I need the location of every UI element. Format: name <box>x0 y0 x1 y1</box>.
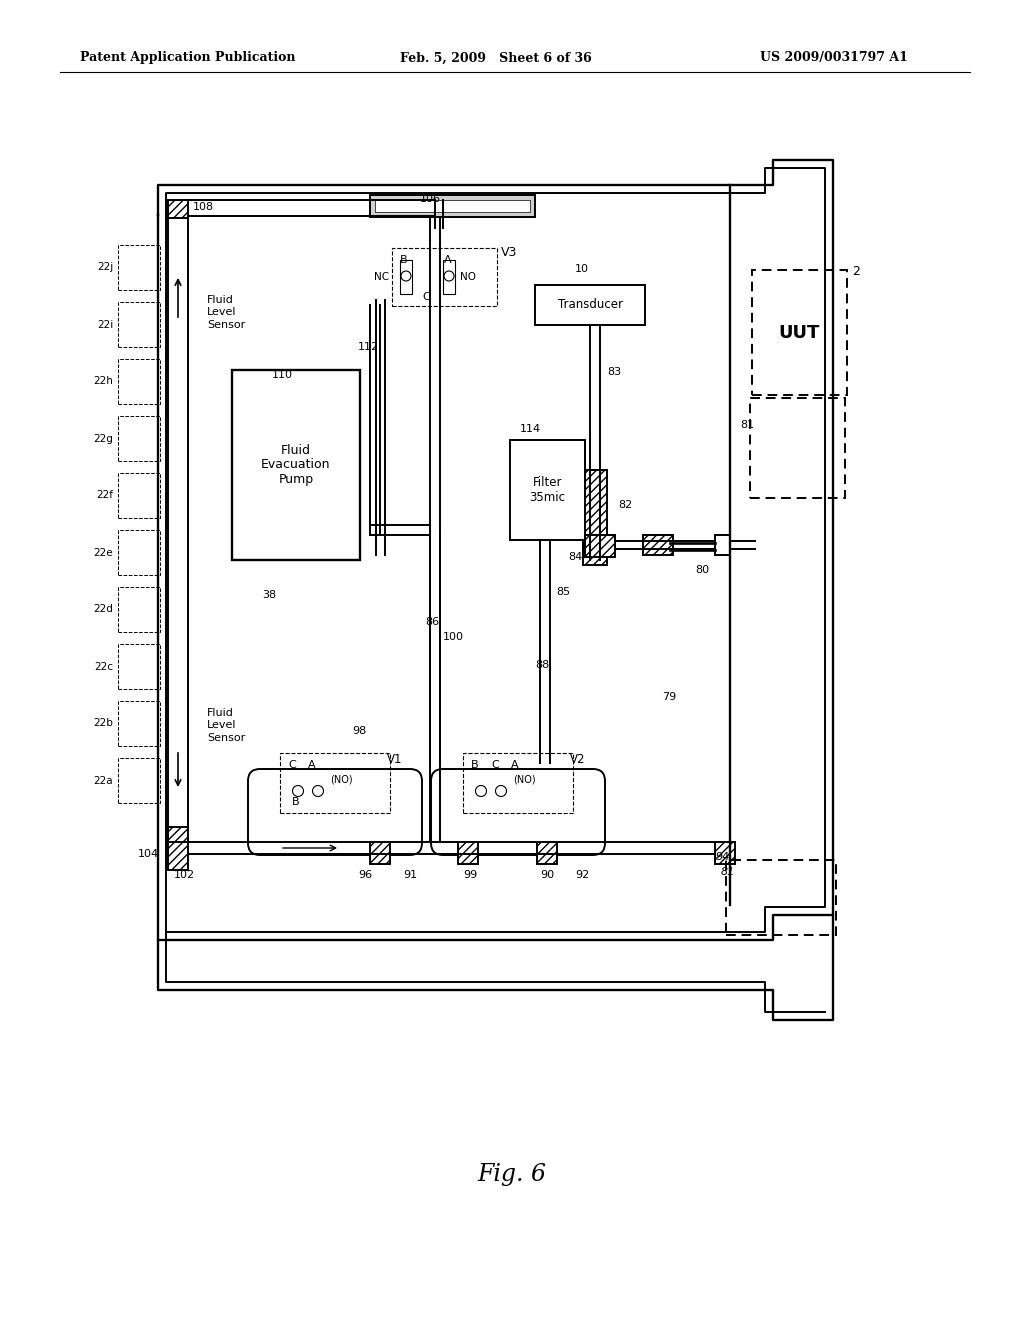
Text: 80: 80 <box>695 565 710 576</box>
Text: (NO): (NO) <box>513 775 536 785</box>
Bar <box>118 473 160 517</box>
Bar <box>750 399 845 498</box>
Bar <box>118 644 160 689</box>
Bar <box>370 842 390 865</box>
Text: 90: 90 <box>540 870 554 880</box>
Bar <box>118 701 160 746</box>
Text: Fluid
Level
Sensor: Fluid Level Sensor <box>207 708 246 743</box>
Text: 92: 92 <box>575 870 589 880</box>
Text: V2: V2 <box>570 752 586 766</box>
Text: 108: 108 <box>193 202 214 213</box>
Bar <box>118 359 160 404</box>
Text: 106: 106 <box>420 194 441 205</box>
Bar <box>715 842 735 865</box>
Text: B: B <box>292 797 300 807</box>
Text: A: A <box>308 760 315 770</box>
Text: 81: 81 <box>721 867 735 876</box>
Bar <box>118 246 160 290</box>
Text: Filter
35mic: Filter 35mic <box>529 477 565 504</box>
Text: UUT: UUT <box>779 323 820 342</box>
Text: A: A <box>511 760 518 770</box>
Bar <box>232 370 360 560</box>
Bar <box>370 195 535 216</box>
Bar <box>726 861 836 935</box>
Text: 99: 99 <box>463 870 477 880</box>
Text: 91: 91 <box>403 870 417 880</box>
Text: 22d: 22d <box>93 605 113 615</box>
Text: 22g: 22g <box>93 433 113 444</box>
Text: Transducer: Transducer <box>557 298 623 312</box>
Text: 114: 114 <box>520 424 541 434</box>
Text: 79: 79 <box>662 692 676 702</box>
Text: B: B <box>471 760 478 770</box>
Text: NO: NO <box>460 272 476 282</box>
Text: 112: 112 <box>358 342 379 352</box>
Text: 38: 38 <box>262 590 276 601</box>
Bar <box>463 752 573 813</box>
Text: (NO): (NO) <box>330 775 352 785</box>
Text: 85: 85 <box>556 587 570 597</box>
Text: 104: 104 <box>138 849 159 859</box>
Text: 88: 88 <box>535 660 549 671</box>
Bar <box>118 416 160 461</box>
Bar <box>643 535 673 554</box>
Bar <box>168 201 188 218</box>
Bar <box>280 752 390 813</box>
Bar <box>168 842 188 870</box>
Text: 22b: 22b <box>93 718 113 729</box>
Text: V1: V1 <box>387 752 402 766</box>
Text: A: A <box>444 255 452 265</box>
Text: 96: 96 <box>358 870 372 880</box>
Text: 22f: 22f <box>96 491 113 500</box>
Text: 84: 84 <box>568 552 583 562</box>
Bar <box>400 260 412 294</box>
Text: 22h: 22h <box>93 376 113 387</box>
Bar <box>752 271 847 395</box>
Text: Fluid
Evacuation
Pump: Fluid Evacuation Pump <box>261 444 331 487</box>
Text: 83: 83 <box>607 367 622 378</box>
Bar <box>443 260 455 294</box>
Text: Patent Application Publication: Patent Application Publication <box>80 51 296 65</box>
Bar <box>118 587 160 632</box>
Text: Feb. 5, 2009   Sheet 6 of 36: Feb. 5, 2009 Sheet 6 of 36 <box>400 51 592 65</box>
Text: Fluid
Level
Sensor: Fluid Level Sensor <box>207 294 246 330</box>
Text: 2: 2 <box>852 265 860 279</box>
Bar <box>458 842 478 865</box>
Bar <box>392 248 497 306</box>
Bar <box>118 531 160 576</box>
Text: C: C <box>490 760 499 770</box>
Text: 98: 98 <box>352 726 367 737</box>
Bar <box>118 302 160 347</box>
Text: 94: 94 <box>715 851 729 862</box>
Text: Fig. 6: Fig. 6 <box>477 1163 547 1187</box>
Text: 82: 82 <box>618 500 632 510</box>
Bar <box>375 201 530 213</box>
Text: NC: NC <box>374 272 389 282</box>
Text: 86: 86 <box>425 616 439 627</box>
Text: 22c: 22c <box>94 661 113 672</box>
Bar <box>535 285 645 325</box>
Text: V3: V3 <box>501 246 517 259</box>
Text: 10: 10 <box>575 264 589 275</box>
Text: 81: 81 <box>740 420 754 430</box>
Text: C: C <box>422 292 430 302</box>
Text: B: B <box>400 255 408 265</box>
Text: 22a: 22a <box>93 776 113 785</box>
Text: 22e: 22e <box>93 548 113 557</box>
Bar <box>537 842 557 865</box>
Text: 100: 100 <box>443 632 464 642</box>
Text: 22j: 22j <box>96 263 113 272</box>
Bar <box>510 440 585 540</box>
Text: C: C <box>288 760 296 770</box>
Text: US 2009/0031797 A1: US 2009/0031797 A1 <box>760 51 908 65</box>
Bar <box>118 758 160 803</box>
Text: 110: 110 <box>272 370 293 380</box>
Text: 22i: 22i <box>96 319 113 330</box>
Text: 102: 102 <box>174 870 196 880</box>
Bar <box>168 828 188 845</box>
Bar <box>583 470 607 565</box>
Bar <box>585 535 615 557</box>
Bar <box>715 535 730 554</box>
